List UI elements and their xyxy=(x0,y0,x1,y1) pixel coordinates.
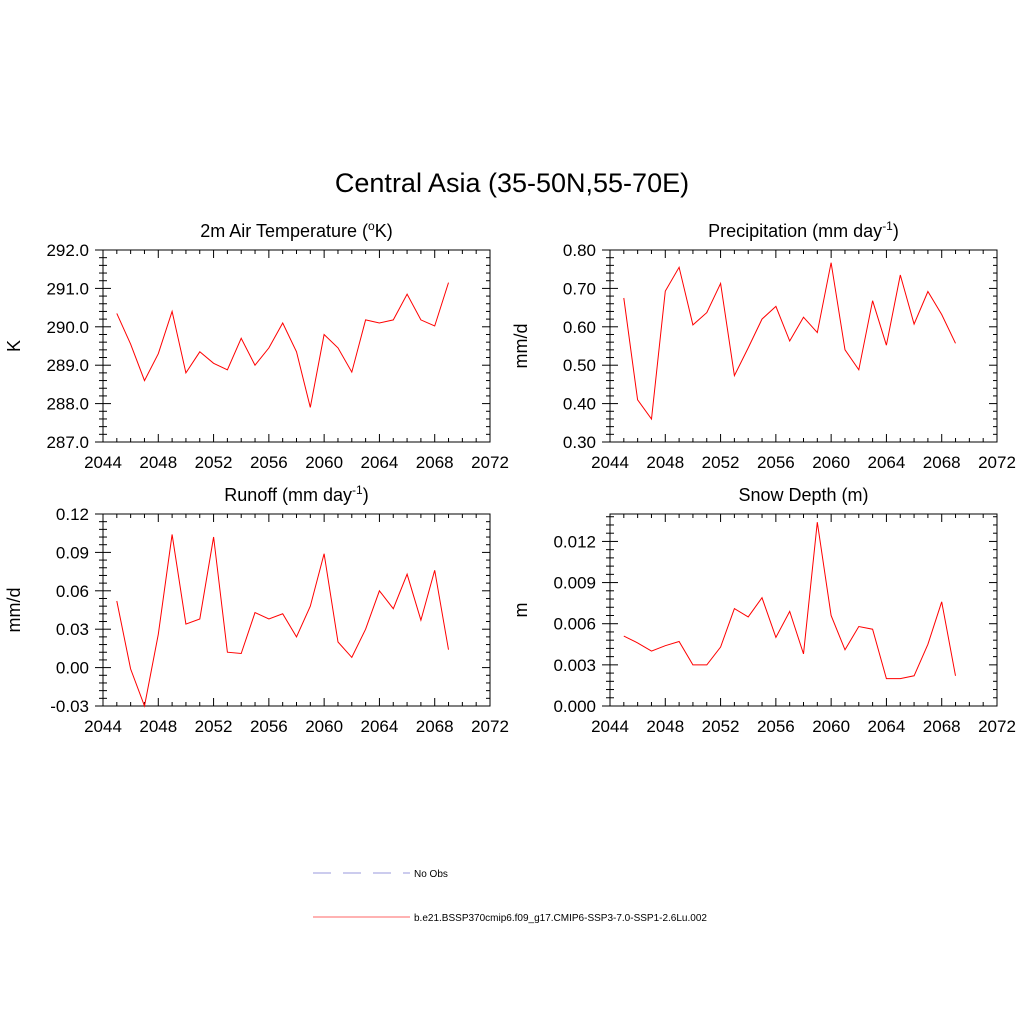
y-axis-label: mm/d xyxy=(511,324,531,369)
series-line-1 xyxy=(623,522,956,680)
x-tick-label: 2068 xyxy=(923,717,961,736)
y-tick-label: 0.60 xyxy=(563,318,596,337)
y-tick-label: 290.0 xyxy=(46,318,89,337)
x-tick-label: 2064 xyxy=(868,453,906,472)
series-line-1 xyxy=(116,534,449,708)
x-tick-label: 2048 xyxy=(646,717,684,736)
chart-panel-2: 2044 2048 2052 2056 2060 2064 2068 2072 0.30 0.40… xyxy=(511,219,1016,472)
chart-panels: 2044 2048 2052 2056 2060 2064 2068 2072 287.0 288… xyxy=(4,219,1016,736)
y-tick-label: 0.09 xyxy=(56,543,89,562)
x-tick-label: 2060 xyxy=(305,717,343,736)
x-tick-label: 2044 xyxy=(591,717,629,736)
y-tick-label: 0.50 xyxy=(563,356,596,375)
x-tick-label: 2052 xyxy=(195,453,233,472)
chart-title: Runoff (mm day-1) xyxy=(224,483,368,505)
y-tick-label: 0.30 xyxy=(563,433,596,452)
y-tick-label: -0.03 xyxy=(50,697,89,716)
x-tick-label: 2056 xyxy=(250,717,288,736)
x-tick-label: 2064 xyxy=(361,453,399,472)
y-tick-label: 0.003 xyxy=(553,656,596,675)
chart-title: 2m Air Temperature (oK) xyxy=(200,219,392,241)
x-tick-label: 2056 xyxy=(250,453,288,472)
legend-label-no-obs: No Obs xyxy=(414,869,448,880)
x-tick-label: 2072 xyxy=(471,717,509,736)
y-tick-label: 0.80 xyxy=(563,241,596,260)
x-tick-label: 2068 xyxy=(416,453,454,472)
x-tick-label: 2044 xyxy=(591,453,629,472)
x-tick-label: 2068 xyxy=(416,717,454,736)
y-tick-label: 0.012 xyxy=(553,532,596,551)
plot-frame xyxy=(609,249,998,443)
x-tick-label: 2052 xyxy=(702,717,740,736)
y-tick-label: 0.03 xyxy=(56,620,89,639)
x-tick-label: 2072 xyxy=(978,717,1016,736)
y-axis-label: mm/d xyxy=(4,588,24,633)
x-tick-label: 2072 xyxy=(471,453,509,472)
y-tick-label: 0.000 xyxy=(553,697,596,716)
x-tick-label: 2044 xyxy=(84,453,122,472)
y-tick-label: 0.70 xyxy=(563,279,596,298)
x-tick-label: 2052 xyxy=(702,453,740,472)
y-tick-label: 288.0 xyxy=(46,395,89,414)
plot-frame xyxy=(102,513,491,707)
series-line-1 xyxy=(116,282,449,408)
chart-panel-3: 2044 2048 2052 2056 2060 2064 2068 2072 -0.03 0.0… xyxy=(4,483,509,736)
x-tick-label: 2060 xyxy=(812,717,850,736)
y-tick-label: 0.009 xyxy=(553,574,596,593)
x-tick-label: 2068 xyxy=(923,453,961,472)
y-tick-label: 289.0 xyxy=(46,356,89,375)
x-tick-label: 2056 xyxy=(757,453,795,472)
y-tick-label: 0.12 xyxy=(56,505,89,524)
x-tick-label: 2048 xyxy=(139,717,177,736)
x-tick-label: 2052 xyxy=(195,717,233,736)
x-tick-label: 2064 xyxy=(868,717,906,736)
y-tick-label: 291.0 xyxy=(46,279,89,298)
series-line-1 xyxy=(623,262,956,421)
chart-panel-4: 2044 2048 2052 2056 2060 2064 2068 2072 0.000 0.0… xyxy=(511,485,1016,736)
y-axis-label: K xyxy=(4,340,24,352)
y-tick-label: 0.06 xyxy=(56,582,89,601)
y-tick-label: 287.0 xyxy=(46,433,89,452)
chart-title: Precipitation (mm day-1) xyxy=(708,219,899,241)
y-axis-label: m xyxy=(511,603,531,618)
x-tick-label: 2072 xyxy=(978,453,1016,472)
x-tick-label: 2064 xyxy=(361,717,399,736)
x-tick-label: 2060 xyxy=(812,453,850,472)
chart-panel-1: 2044 2048 2052 2056 2060 2064 2068 2072 287.0 288… xyxy=(4,219,509,472)
x-tick-label: 2060 xyxy=(305,453,343,472)
page-title: Central Asia (35-50N,55-70E) xyxy=(334,168,690,198)
y-tick-label: 0.006 xyxy=(553,615,596,634)
y-tick-label: 0.00 xyxy=(56,659,89,678)
x-tick-label: 2044 xyxy=(84,717,122,736)
y-tick-label: 0.40 xyxy=(563,395,596,414)
x-tick-label: 2048 xyxy=(139,453,177,472)
legend-label-model: b.e21.BSSP370cmip6.f09_g17.CMIP6-SSP3-7.… xyxy=(414,913,707,924)
legend: No Obs b.e21.BSSP370cmip6.f09_g17.CMIP6-… xyxy=(313,869,707,924)
y-tick-label: 292.0 xyxy=(46,241,89,260)
chart-title: Snow Depth (m) xyxy=(738,485,868,505)
x-tick-label: 2048 xyxy=(646,453,684,472)
x-tick-label: 2056 xyxy=(757,717,795,736)
